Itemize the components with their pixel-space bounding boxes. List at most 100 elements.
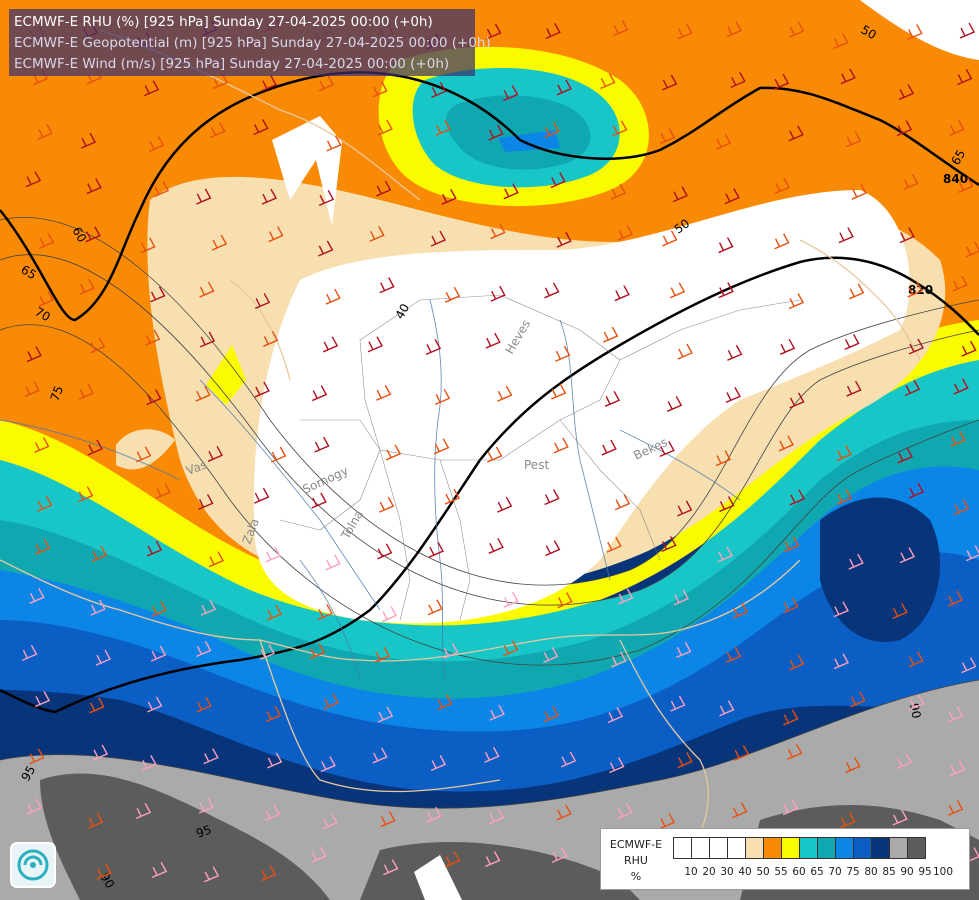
legend-tick-label: 95 [918,866,932,878]
legend-swatch [691,837,710,859]
wind-barb [428,541,444,558]
legend-tick-label: 10 [684,866,698,878]
wind-barb [903,174,919,191]
wind-barb [788,293,805,310]
band-50-west [116,429,175,470]
wind-barb [26,346,42,363]
wind-barb [212,73,229,90]
geopotential-line-840 [0,71,979,322]
wind-barb [80,132,97,149]
wind-barb [892,809,908,826]
rivers [0,299,741,681]
wind-barb [604,390,621,407]
legend-tick-label: 65 [810,866,824,878]
contour-label-60-left: 60 [69,225,89,245]
wind-barb [381,606,398,623]
legend-tick-label: 100 [932,866,954,878]
wind-barb [600,73,616,90]
wind-barb [144,329,161,346]
wind-barb [140,237,156,254]
wind-barb [146,389,162,406]
wind-barb [377,543,393,560]
wind-barb [503,640,519,657]
legend-swatch [889,837,908,859]
wind-barb [199,331,216,348]
wind-barb [961,657,977,674]
wind-barb [773,73,790,90]
wind-barb [849,283,865,300]
wind-barb [78,383,95,400]
wind-barb [848,553,864,570]
wind-barb [37,495,53,512]
wind-barb [892,602,908,619]
legend-swatch [799,837,818,859]
wind-barb [427,599,443,616]
wind-barb [907,24,923,41]
wind-barb [96,863,112,880]
legend-swatch [871,837,890,859]
wind-barb [22,644,38,661]
wind-barb [726,21,742,38]
wind-barb [659,813,676,830]
wind-barb [503,591,519,608]
legend-tick-label: 90 [900,866,914,878]
wind-barb [79,278,95,295]
wind-barb [261,75,277,92]
wind-barb [838,227,854,244]
wind-barb [148,136,165,153]
wind-barb [490,285,506,302]
wind-barb [150,645,167,662]
wind-barb [86,178,102,195]
wind-barb [318,240,334,257]
wind-barb [610,183,627,200]
wind-barb [659,128,676,145]
band-white-south [414,855,462,900]
wind-barb [203,748,219,765]
wind-barb [434,438,450,455]
wind-barb [958,176,974,193]
wind-barb [715,133,732,150]
wind-barb [253,119,269,136]
wind-barb [377,706,394,723]
contour-label-70: 70 [33,304,53,324]
wind-barb [661,536,677,553]
wind-barb [732,802,748,819]
wind-barb [908,482,924,499]
wind-barb [904,379,921,396]
wind-barb [376,180,392,197]
wind-barb [607,707,624,724]
wind-barb [261,188,277,205]
wind-barb [676,642,692,658]
wind-barb [896,120,913,137]
wind-barb [950,430,966,447]
wind-barb [601,439,617,456]
wind-barb [24,381,40,398]
wind-barb [677,752,693,769]
wind-barb [265,706,282,723]
wind-barb [271,446,287,463]
wind-barb [435,119,451,136]
wind-barb [92,744,109,761]
wind-barb [557,592,573,609]
wind-barb [378,496,395,513]
wind-barb [788,654,805,671]
wind-barb [556,804,572,821]
wind-barb [87,439,103,456]
wind-barb [677,23,693,40]
legend-swatch [673,837,692,859]
wind-barb [375,384,392,401]
wind-barb [965,545,979,562]
wind-barb [484,746,500,763]
legend-swatch [781,837,800,859]
rh-contour-lines [0,217,979,809]
wind-barb [787,743,803,760]
contour-label-50-top: 50 [859,22,879,42]
legend-swatch [709,837,728,859]
legend-tick-label: 60 [792,866,806,878]
wind-barb [551,383,567,400]
wind-barb [196,641,212,657]
wind-barb [488,124,504,141]
wind-barb [151,862,168,878]
wind-barb [555,345,571,362]
wind-barb [311,385,328,402]
